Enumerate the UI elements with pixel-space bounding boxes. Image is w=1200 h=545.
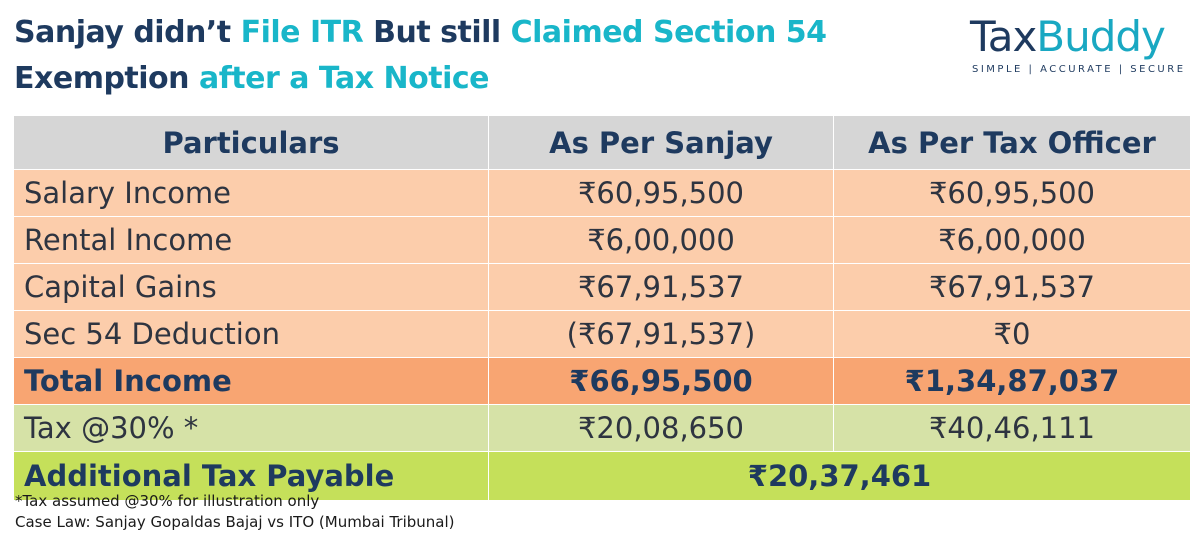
title-text: Exemption [14, 61, 199, 96]
title-highlight: after a [198, 61, 319, 96]
tax-row: Tax @30% * ₹20,08,650 ₹40,46,111 [13, 404, 1191, 452]
title-text: Sanjay didn’t [14, 15, 241, 50]
sanjay-value: ₹67,91,537 [488, 263, 834, 311]
total-income-row: Total Income ₹66,95,500 ₹1,34,87,037 [13, 357, 1191, 405]
table-row: Salary Income ₹60,95,500 ₹60,95,500 [13, 169, 1191, 217]
table-header-row: Particulars As Per Sanjay As Per Tax Off… [13, 115, 1191, 170]
table-row: Rental Income ₹6,00,000 ₹6,00,000 [13, 216, 1191, 264]
row-label: Additional Tax Payable [13, 451, 489, 501]
officer-value: ₹1,34,87,037 [833, 357, 1191, 405]
header-as-per-tax-officer: As Per Tax Officer [833, 115, 1191, 170]
title-text: But still [363, 15, 511, 50]
footnote-case-law: Case Law: Sanjay Gopaldas Bajaj vs ITO (… [15, 513, 455, 531]
row-label: Capital Gains [13, 263, 489, 311]
additional-tax-value: ₹20,37,461 [488, 451, 1191, 501]
officer-value: ₹67,91,537 [833, 263, 1191, 311]
sanjay-value: ₹20,08,650 [488, 404, 834, 452]
title-highlight: Claimed Section 54 [510, 15, 827, 50]
officer-value: ₹0 [833, 310, 1191, 358]
income-comparison-table: Particulars As Per Sanjay As Per Tax Off… [13, 115, 1191, 501]
row-label: Tax @30% * [13, 404, 489, 452]
additional-tax-row: Additional Tax Payable ₹20,37,461 [13, 451, 1191, 501]
page-title: Sanjay didn’t File ITR But still Claimed… [14, 10, 914, 102]
sanjay-value: (₹67,91,537) [488, 310, 834, 358]
sanjay-value: ₹60,95,500 [488, 169, 834, 217]
header-particulars: Particulars [13, 115, 489, 170]
logo-tagline: SIMPLE | ACCURATE | SECURE [972, 64, 1186, 75]
header-as-per-sanjay: As Per Sanjay [488, 115, 834, 170]
officer-value: ₹60,95,500 [833, 169, 1191, 217]
row-label: Total Income [13, 357, 489, 405]
title-highlight: Tax Notice [318, 61, 490, 96]
footnote-assumption: *Tax assumed @30% for illustration only [15, 492, 320, 510]
title-highlight: File ITR [240, 15, 364, 50]
table-row: Sec 54 Deduction (₹67,91,537) ₹0 [13, 310, 1191, 358]
title-line-2: Exemption after a Tax Notice [14, 56, 914, 102]
logo-part-buddy: Buddy [1036, 12, 1166, 61]
footnotes: *Tax assumed @30% for illustration only … [15, 491, 455, 533]
row-label: Salary Income [13, 169, 489, 217]
taxbuddy-logo: TaxBuddy SIMPLE | ACCURATE | SECURE [970, 12, 1186, 82]
sanjay-value: ₹66,95,500 [488, 357, 834, 405]
officer-value: ₹6,00,000 [833, 216, 1191, 264]
table-row: Capital Gains ₹67,91,537 ₹67,91,537 [13, 263, 1191, 311]
logo-wordmark: TaxBuddy [970, 12, 1180, 62]
officer-value: ₹40,46,111 [833, 404, 1191, 452]
logo-part-tax: Tax [970, 12, 1037, 61]
title-line-1: Sanjay didn’t File ITR But still Claimed… [14, 10, 914, 56]
sanjay-value: ₹6,00,000 [488, 216, 834, 264]
row-label: Rental Income [13, 216, 489, 264]
row-label: Sec 54 Deduction [13, 310, 489, 358]
